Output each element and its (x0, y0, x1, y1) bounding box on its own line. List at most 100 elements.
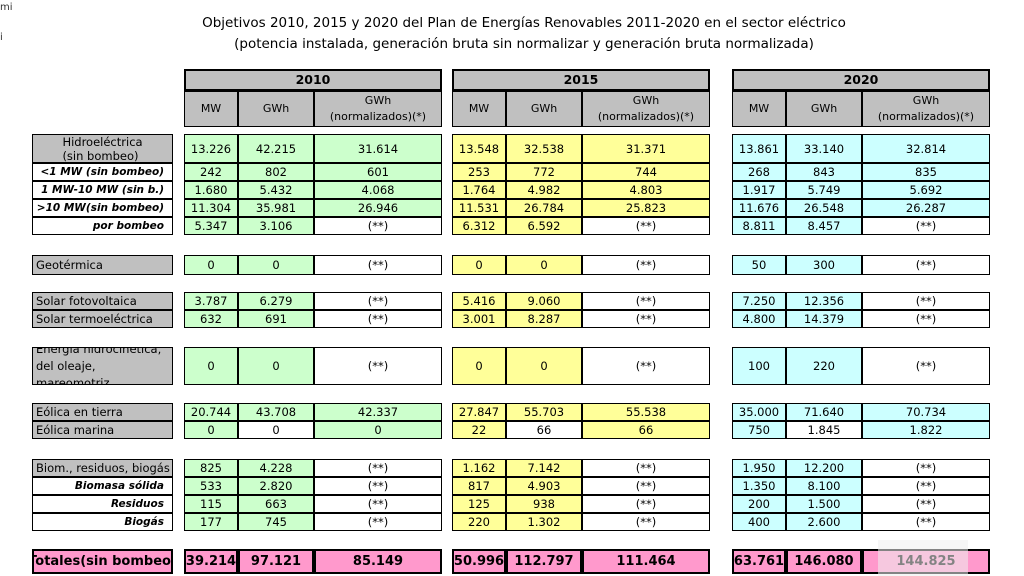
table-cell: 772 (506, 163, 582, 181)
totals-cell: 63.761 (732, 549, 786, 574)
table-cell: 20.744 (184, 403, 238, 421)
row-label: Eólica marina (32, 421, 173, 439)
table-cell: (**) (862, 292, 990, 310)
table-cell: 0 (506, 347, 582, 385)
year-header-2015: 2015 (452, 69, 710, 91)
table-cell: 802 (238, 163, 314, 181)
table-cell: 5.749 (786, 181, 862, 199)
table-cell: 0 (184, 347, 238, 385)
edge-text-1: mi (0, 2, 13, 13)
table-cell: 13.548 (452, 134, 506, 163)
table-cell: 268 (732, 163, 786, 181)
table-cell: (**) (582, 513, 710, 531)
totals-cell: 146.080 (786, 549, 862, 574)
table-cell: 125 (452, 495, 506, 513)
table-cell: (**) (862, 513, 990, 531)
edge-text-2: i (0, 32, 3, 43)
table-cell: 100 (732, 347, 786, 385)
table-cell: 1.302 (506, 513, 582, 531)
table-cell: 4.982 (506, 181, 582, 199)
table-cell: 1.680 (184, 181, 238, 199)
table-cell: 177 (184, 513, 238, 531)
table-cell: (**) (582, 495, 710, 513)
row-label: Geotérmica (32, 255, 173, 275)
table-cell: (**) (862, 217, 990, 235)
table-cell: 750 (732, 421, 786, 439)
table-cell: 35.000 (732, 403, 786, 421)
table-cell: 66 (582, 421, 710, 439)
table-cell: (**) (314, 495, 442, 513)
table-cell: (**) (314, 217, 442, 235)
overlay-shadow (878, 540, 968, 576)
table-cell: 26.946 (314, 199, 442, 217)
table-cell: (**) (314, 459, 442, 477)
table-cell: 663 (238, 495, 314, 513)
table-cell: 1.917 (732, 181, 786, 199)
row-label: >10 MW(sin bombeo) (32, 199, 173, 217)
table-cell: 1.162 (452, 459, 506, 477)
row-label: Biomasa sólida (32, 477, 173, 495)
table-cell: 11.304 (184, 199, 238, 217)
table-cell: 8.100 (786, 477, 862, 495)
row-label: Biogás (32, 513, 173, 531)
table-cell: 14.379 (786, 310, 862, 328)
table-cell: (**) (314, 347, 442, 385)
table-cell: 0 (314, 421, 442, 439)
table-cell: 66 (506, 421, 582, 439)
table-cell: (**) (862, 495, 990, 513)
row-label: Eólica en tierra (32, 403, 173, 421)
table-cell: 11.531 (452, 199, 506, 217)
table-cell: 5.692 (862, 181, 990, 199)
year-header-2010: 2010 (184, 69, 442, 91)
table-cell: 70.734 (862, 403, 990, 421)
table-cell: 817 (452, 477, 506, 495)
table-cell: (**) (582, 255, 710, 275)
table-cell: (**) (314, 292, 442, 310)
table-subtitle: (potencia instalada, generación bruta si… (234, 36, 814, 52)
table-cell: 50 (732, 255, 786, 275)
table-cell: 27.847 (452, 403, 506, 421)
table-cell: 4.803 (582, 181, 710, 199)
table-cell: 33.140 (786, 134, 862, 163)
column-header: MW (732, 91, 786, 127)
totals-cell: 111.464 (582, 549, 710, 574)
table-cell: 601 (314, 163, 442, 181)
table-cell: 400 (732, 513, 786, 531)
table-cell: 0 (452, 255, 506, 275)
table-cell: 55.703 (506, 403, 582, 421)
table-cell: 1.764 (452, 181, 506, 199)
table-cell: 8.287 (506, 310, 582, 328)
row-label: <1 MW (sin bombeo) (32, 163, 173, 181)
table-cell: (**) (582, 217, 710, 235)
table-cell: (**) (862, 255, 990, 275)
table-cell: (**) (314, 310, 442, 328)
table-cell: 4.228 (238, 459, 314, 477)
totals-cell: 97.121 (238, 549, 314, 574)
table-cell: 835 (862, 163, 990, 181)
table-cell: (**) (582, 459, 710, 477)
table-cell: 745 (238, 513, 314, 531)
table-title: Objetivos 2010, 2015 y 2020 del Plan de … (202, 15, 846, 31)
table-cell: 25.823 (582, 199, 710, 217)
table-cell: 6.312 (452, 217, 506, 235)
table-cell: 26.548 (786, 199, 862, 217)
table-cell: 632 (184, 310, 238, 328)
table-cell: 1.500 (786, 495, 862, 513)
table-cell: 5.416 (452, 292, 506, 310)
table-cell: 5.347 (184, 217, 238, 235)
table-cell: 31.371 (582, 134, 710, 163)
column-header: MW (452, 91, 506, 127)
table-cell: 0 (238, 421, 314, 439)
totals-label: Totales(sin bombeo) (32, 549, 173, 574)
table-cell: 4.903 (506, 477, 582, 495)
table-cell: 42.215 (238, 134, 314, 163)
table-cell: 3.001 (452, 310, 506, 328)
column-header: GWh (238, 91, 314, 127)
column-header: GWh (786, 91, 862, 127)
table-cell: 11.676 (732, 199, 786, 217)
row-label: por bombeo (32, 217, 173, 235)
table-cell: (**) (862, 459, 990, 477)
column-header: MW (184, 91, 238, 127)
table-cell: 32.538 (506, 134, 582, 163)
table-cell: 7.250 (732, 292, 786, 310)
